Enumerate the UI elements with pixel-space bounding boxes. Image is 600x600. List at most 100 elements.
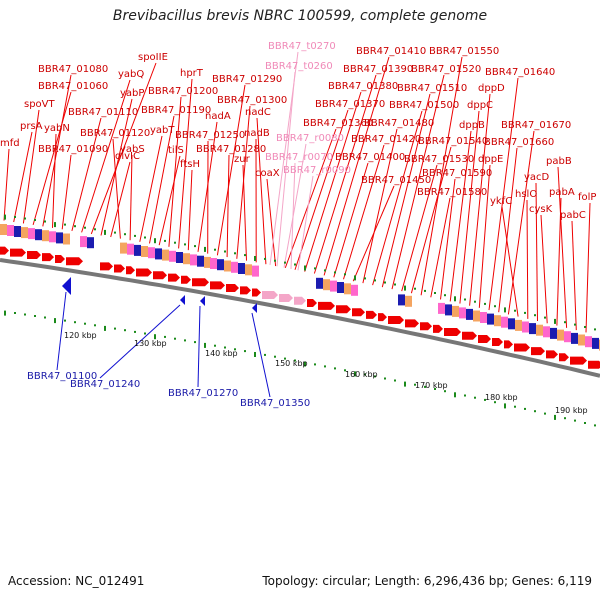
forward-gene-leader bbox=[216, 84, 246, 256]
cog-category-block bbox=[501, 316, 508, 328]
cog-category-block bbox=[543, 326, 550, 338]
cog-category-block bbox=[217, 259, 224, 271]
upper-tick bbox=[364, 277, 366, 280]
upper-tick bbox=[544, 316, 546, 319]
lower-tick bbox=[294, 359, 296, 362]
forward-gene-label: BBR47_01580 bbox=[417, 187, 487, 198]
reverse-gene-leader bbox=[99, 304, 181, 379]
forward-gene-leader bbox=[440, 178, 456, 300]
cog-category-block bbox=[21, 227, 28, 239]
rna-gene-leader bbox=[297, 175, 314, 271]
forward-gene-label: BBR47_01590 bbox=[422, 168, 492, 179]
upper-tick bbox=[114, 231, 116, 234]
lower-tick bbox=[154, 334, 156, 340]
reverse-gene-leader bbox=[56, 291, 67, 371]
upper-tick bbox=[44, 220, 46, 223]
forward-gene-leader bbox=[100, 98, 133, 236]
reverse-gene-arrow bbox=[62, 277, 71, 295]
upper-tick bbox=[134, 234, 136, 237]
forward-gene-label: BBR47_01420 bbox=[351, 134, 421, 145]
lower-tick bbox=[34, 315, 36, 317]
upper-tick bbox=[164, 239, 166, 242]
forward-gene-label: BBR47_01370 bbox=[315, 99, 385, 110]
lower-tick bbox=[474, 396, 476, 399]
forward-gene-leader bbox=[459, 110, 480, 304]
genome-summary-text: Topology: circular; Length: 6,296,436 bp… bbox=[262, 574, 592, 588]
upper-tick bbox=[294, 263, 296, 266]
cog-category-block bbox=[231, 261, 238, 273]
lower-tick bbox=[524, 407, 526, 410]
map-title: Brevibacillus brevis NBRC 100599, comple… bbox=[112, 8, 488, 24]
forward-gene-leader bbox=[256, 117, 267, 265]
forward-gene-label: BBR47_01640 bbox=[485, 67, 555, 78]
forward-gene-leader bbox=[372, 110, 423, 286]
lower-tick bbox=[564, 417, 566, 420]
forward-gene-label: BBR47_01390 bbox=[343, 64, 413, 75]
reverse-gene-arrows bbox=[62, 277, 257, 313]
cog-category-block bbox=[224, 260, 231, 272]
forward-gene-arrow bbox=[168, 273, 180, 282]
lower-tick bbox=[354, 371, 356, 377]
forward-gene-label: BBR47_01520 bbox=[411, 64, 481, 75]
cog-category-block bbox=[148, 247, 155, 259]
cog-category-block bbox=[190, 254, 197, 266]
forward-gene-leader bbox=[61, 154, 72, 230]
lower-tick bbox=[304, 361, 306, 367]
forward-gene-leader bbox=[71, 117, 102, 231]
forward-gene-arrow bbox=[514, 343, 530, 352]
lower-tick bbox=[484, 398, 486, 401]
lower-tick bbox=[114, 327, 116, 330]
cog-category-block bbox=[162, 249, 169, 261]
forward-gene-arrow bbox=[420, 322, 432, 331]
lower-tick bbox=[14, 312, 16, 314]
lower-tick bbox=[84, 322, 86, 325]
forward-gene-arrow bbox=[307, 299, 317, 308]
forward-gene-label: hprT bbox=[180, 68, 204, 79]
upper-tick bbox=[444, 294, 446, 297]
forward-gene-leader bbox=[478, 164, 491, 308]
lower-tick bbox=[454, 392, 456, 398]
lower-tick bbox=[554, 414, 556, 420]
upper-tick bbox=[394, 283, 396, 286]
position-tick-label: 130 kbp bbox=[134, 339, 167, 348]
position-tick-label: 170 kbp bbox=[415, 381, 448, 390]
cog-category-block bbox=[49, 231, 56, 243]
cog-category-block bbox=[316, 277, 323, 289]
lower-tick bbox=[444, 390, 446, 393]
forward-gene-leader bbox=[178, 78, 193, 249]
cog-category-block bbox=[480, 312, 487, 323]
forward-gene-arrow bbox=[27, 251, 41, 260]
rna-gene-label: BBR47_r0080 bbox=[276, 133, 344, 144]
reverse-gene-arrow bbox=[180, 295, 185, 305]
forward-gene-arrow bbox=[492, 337, 503, 346]
upper-tick bbox=[484, 302, 486, 305]
upper-tick bbox=[564, 321, 566, 324]
forward-gene-arrow bbox=[10, 248, 26, 257]
lower-tick bbox=[374, 375, 376, 378]
cog-category-block bbox=[592, 337, 599, 349]
upper-tick bbox=[244, 254, 246, 257]
position-tick-marks bbox=[4, 214, 596, 427]
cog-category-block bbox=[204, 256, 211, 268]
cog-category-block bbox=[134, 244, 141, 256]
upper-tick bbox=[34, 219, 36, 221]
lower-tick bbox=[344, 369, 346, 372]
reverse-gene-label: BBR47_01240 bbox=[70, 379, 140, 390]
cog-category-block bbox=[550, 327, 557, 339]
upper-tick bbox=[334, 271, 336, 274]
cog-category-block bbox=[585, 336, 592, 348]
forward-gene-label: dppB bbox=[459, 120, 485, 131]
forward-gene-leader bbox=[304, 91, 362, 272]
forward-gene-leader bbox=[284, 128, 337, 269]
forward-gene-leader bbox=[149, 115, 175, 244]
upper-tick bbox=[454, 296, 456, 302]
cog-category-block bbox=[508, 318, 515, 330]
forward-gene-label: BBR47_01280 bbox=[196, 144, 266, 155]
position-tick-label: 160 kbp bbox=[345, 370, 378, 379]
forward-gene-label: ykfC bbox=[490, 196, 512, 207]
forward-gene-arrow bbox=[405, 319, 419, 328]
forward-gene-label: yabN bbox=[44, 123, 70, 134]
position-tick-labels: 120 kbp 130 kbp 140 kbp 150 kbp 160 kbp 170 k… bbox=[64, 331, 588, 415]
upper-tick bbox=[374, 279, 376, 282]
forward-gene-label: BBR47_01500 bbox=[389, 100, 459, 111]
